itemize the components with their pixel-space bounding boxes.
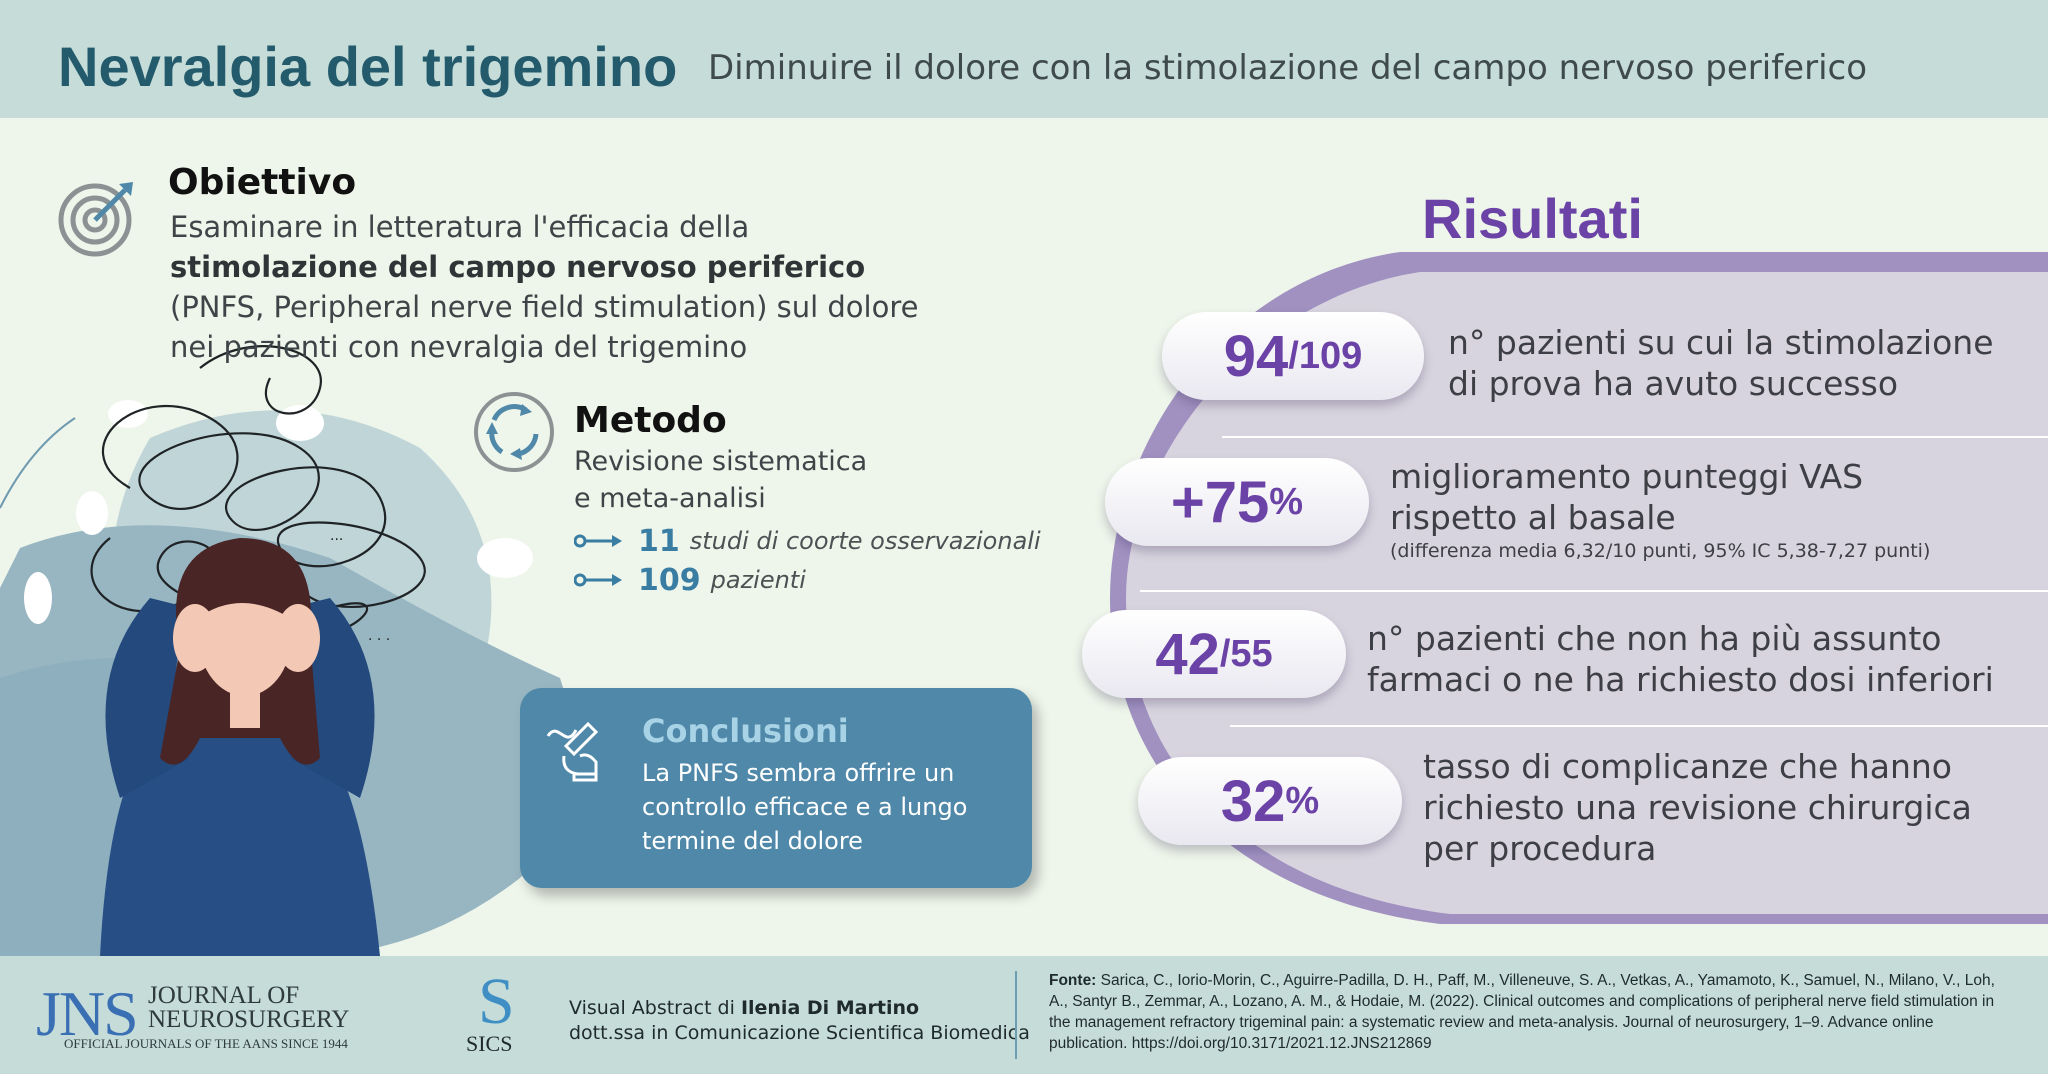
studies-label: studi di coorte osservazionali: [689, 527, 1041, 555]
obiettivo-heading: Obiettivo: [168, 162, 357, 203]
result-divider: [1140, 590, 2048, 592]
result-note: (differenza media 6,32/10 punti, 95% IC …: [1390, 540, 1931, 562]
conclusioni-heading: Conclusioni: [642, 712, 849, 750]
header-bar: [0, 0, 2048, 118]
svg-text:. . .: . . .: [368, 628, 390, 644]
result-description: miglioramento punteggi VAS rispetto al ba…: [1390, 457, 1864, 537]
jns-logo-line2: NEUROSURGERY: [148, 1006, 350, 1033]
source-citation: Fonte: Sarica, C., Iorio-Morin, C., Agui…: [1049, 972, 1995, 1052]
obiettivo-text: Esaminare in letteratura l'efficacia del…: [170, 210, 919, 364]
result-value-unit: %: [1285, 779, 1320, 822]
result-value-pill: 32%: [1138, 757, 1402, 845]
result-description: tasso di complicanze che hanno richiesto …: [1423, 747, 1972, 868]
result-value: 32: [1220, 768, 1286, 834]
results-panel: [1110, 252, 2048, 924]
woman-headache-illustration: ... . . .: [0, 345, 574, 956]
page-title: Nevralgia del trigemino: [58, 35, 678, 98]
result-value-pill: 94/109: [1162, 312, 1424, 400]
target-dart-icon: [58, 182, 133, 257]
metodo-bullet: 109 pazienti: [574, 560, 806, 600]
conclusioni-text: La PNFS sembra offrire un controllo effi…: [642, 759, 968, 855]
result-value-unit: /109: [1288, 334, 1363, 377]
result-value-unit: %: [1269, 480, 1304, 523]
metodo-line2: e meta-analisi: [574, 483, 766, 514]
result-description: n° pazienti su cui la stimolazione di pro…: [1448, 323, 1994, 403]
metodo-line1: Revisione sistematica: [574, 446, 868, 477]
svg-text:...: ...: [330, 528, 343, 544]
result-value-pill: 42/55: [1082, 610, 1346, 698]
jns-logo-line1: JOURNAL OF: [148, 982, 300, 1009]
page-subtitle: Diminuire il dolore con la stimolazione …: [708, 48, 1868, 88]
jns-logo: JNS: [36, 978, 139, 1049]
patients-label: pazienti: [710, 566, 806, 594]
sics-logo-text: SICS: [466, 1031, 513, 1056]
metodo-heading: Metodo: [574, 400, 727, 441]
footer-bar: [0, 956, 2048, 1074]
studies-count: 11: [638, 523, 680, 559]
jns-logo-tagline: OFFICIAL JOURNALS OF THE AANS SINCE 1944: [64, 1036, 348, 1051]
footer-divider: [1015, 971, 1017, 1059]
results-heading: Risultati: [1422, 187, 1643, 250]
arrow-right-icon: [574, 534, 622, 548]
result-divider: [1222, 436, 2048, 438]
result-description: n° pazienti che non ha più assunto farmac…: [1367, 619, 1994, 699]
result-value: 94: [1223, 323, 1289, 389]
metodo-bullet: 11 studi di coorte osservazionali: [574, 521, 1041, 561]
patients-count: 109: [638, 562, 701, 598]
result-value: 42: [1155, 621, 1220, 687]
result-value-unit: /55: [1219, 632, 1273, 675]
author-title: dott.ssa in Comunicazione Scientifica Bi…: [569, 1022, 1030, 1044]
sics-logo: S: [478, 965, 515, 1038]
hand-writing-icon: [546, 721, 599, 782]
arrow-right-icon: [574, 573, 622, 587]
result-value: +75: [1170, 469, 1270, 535]
visual-abstract-credit: Visual Abstract di Ilenia Di Martino: [569, 997, 920, 1019]
cycle-arrows-icon: [474, 392, 554, 472]
result-divider: [1230, 725, 2048, 727]
result-value-pill: +75%: [1105, 458, 1369, 546]
conclusioni-card: Conclusioni La PNFS sembra offrire un co…: [520, 688, 1032, 888]
